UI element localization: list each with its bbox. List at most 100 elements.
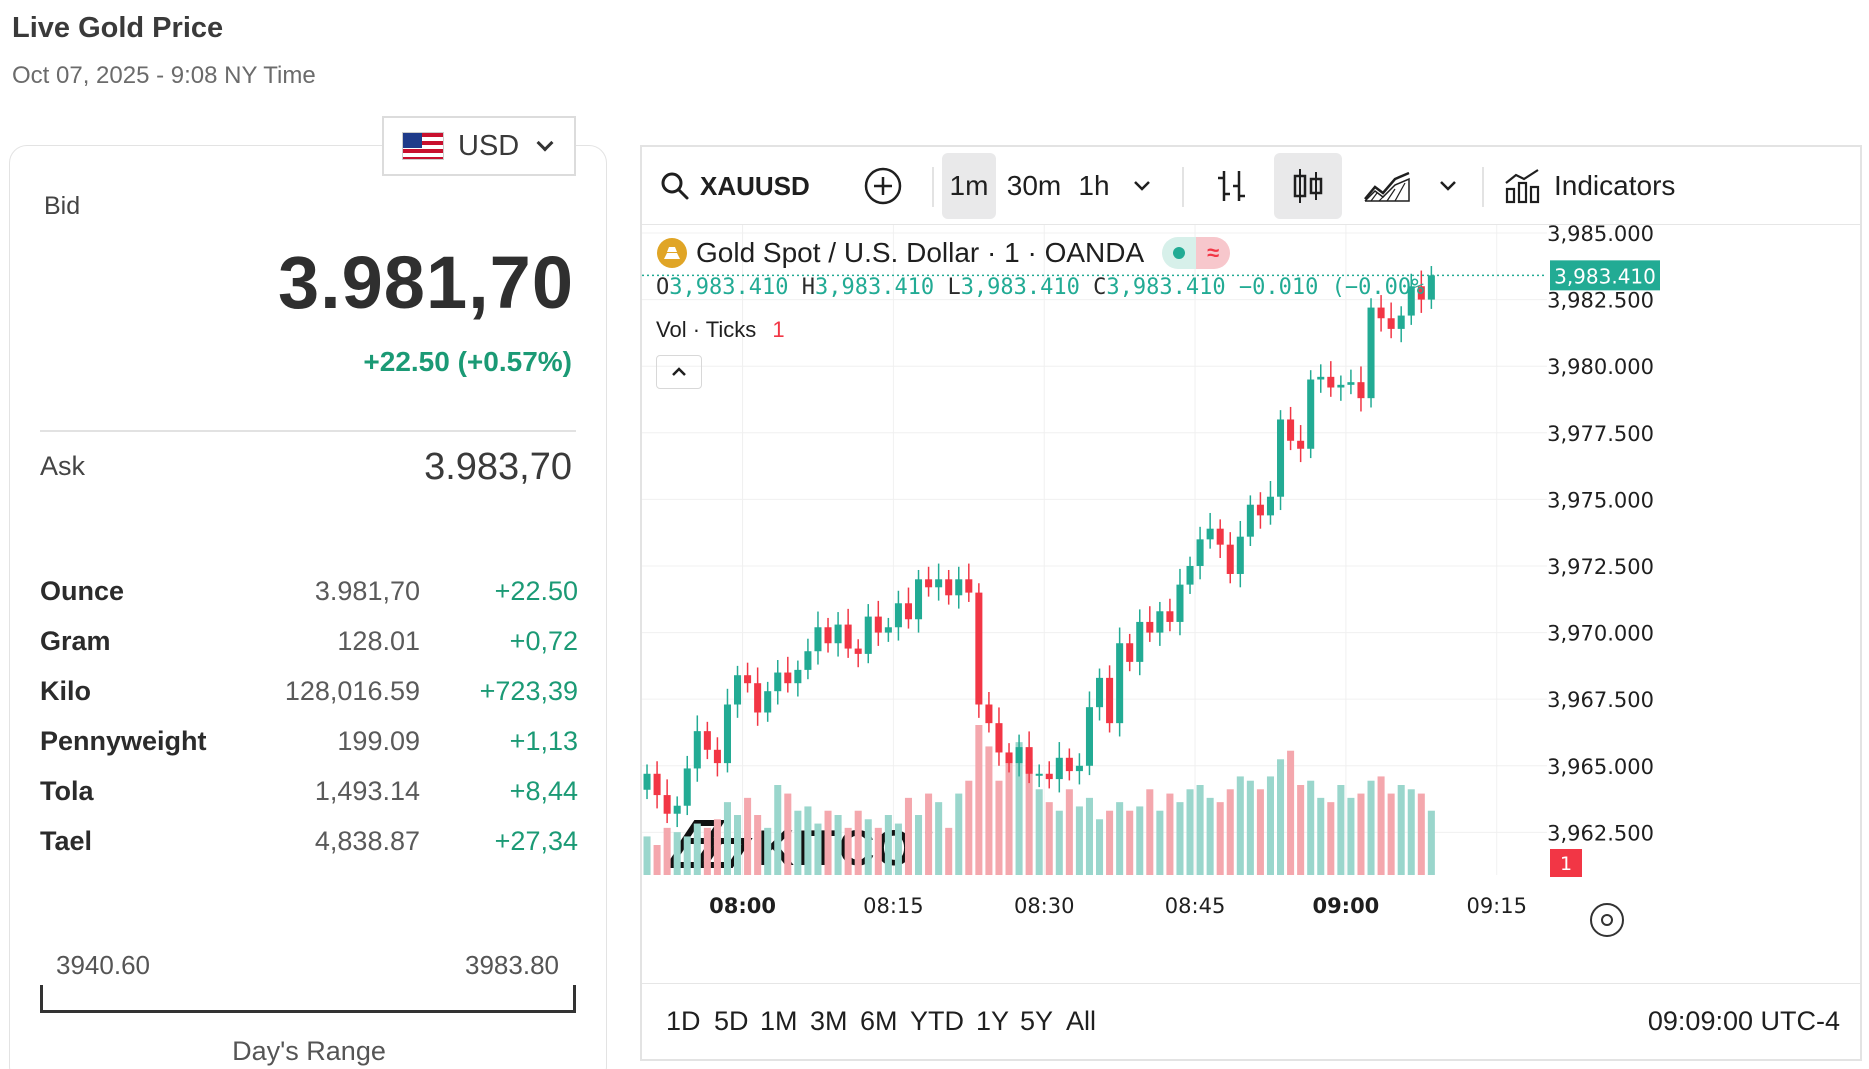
candle-body (904, 603, 912, 620)
candle-body (1176, 584, 1184, 622)
volume-bar (804, 806, 812, 875)
bid-change: +22.50 (+0.57%) (363, 346, 572, 377)
volume-label: Vol · Ticks (656, 317, 757, 342)
range-high: 3983.80 (465, 950, 559, 980)
unit-name: Gram (40, 626, 111, 656)
volume-bar (1126, 810, 1134, 875)
divider (40, 430, 576, 432)
candlestick-icon (1293, 169, 1323, 203)
volume-bar (1367, 780, 1375, 875)
symbol-label: XAUUSD (700, 170, 810, 201)
chart-toolbar: XAUUSD 1m 30m 1h (642, 147, 1860, 225)
interval-dropdown[interactable] (1122, 153, 1162, 219)
candle-body (1106, 677, 1114, 724)
candle-body (1407, 286, 1415, 316)
volume-bar (1176, 802, 1184, 875)
period-ytd[interactable]: YTD (910, 1006, 964, 1036)
bar-chart-style-button[interactable] (1210, 153, 1254, 219)
period-1m[interactable]: 1M (760, 1006, 798, 1036)
period-bar: 1D 5D 1M 3M 6M YTD 1Y 5Y All 09:09:00 UT… (642, 983, 1860, 1063)
interval-1m[interactable]: 1m (942, 153, 996, 219)
candle-body (683, 768, 691, 806)
candle-body (1417, 286, 1425, 300)
candle-chart-style-button[interactable] (1274, 153, 1342, 219)
volume-bar (1216, 802, 1224, 875)
candle-body (894, 603, 902, 628)
candle-body (754, 683, 762, 713)
candle-body (1166, 611, 1174, 622)
volume-bar (1236, 776, 1244, 875)
candle-body (814, 627, 822, 652)
candle-body (804, 651, 812, 670)
candle-body (1297, 440, 1305, 449)
unit-row: Gram 128.01 +0,72 (40, 620, 578, 670)
candle-body (834, 624, 842, 644)
bid-label: Bid (44, 192, 81, 220)
volume-bar (683, 836, 691, 875)
candle-body (764, 691, 772, 713)
candle-body (1126, 643, 1134, 662)
volume-bar (1085, 797, 1093, 875)
compare-button[interactable] (858, 153, 908, 219)
volume-bar (1206, 797, 1214, 875)
volume-bar (814, 823, 822, 875)
volume-bar (1116, 802, 1124, 875)
volume-bar (673, 832, 681, 875)
last-price-badge (1550, 260, 1660, 291)
period-3m[interactable]: 3M (810, 1006, 848, 1036)
settings-gear-button[interactable] (1590, 903, 1624, 937)
x-tick-label: 09:15 (1466, 894, 1527, 918)
volume-bar (1347, 797, 1355, 875)
unit-row: Pennyweight 199.09 +1,13 (40, 720, 578, 770)
candle-body (1377, 307, 1385, 319)
price-card (9, 145, 607, 1069)
area-chart-style-button[interactable] (1360, 153, 1414, 219)
volume-bar (1256, 789, 1264, 875)
us-flag-icon (402, 132, 444, 160)
interval-1h[interactable]: 1h (1078, 170, 1110, 201)
plus-circle-icon (864, 167, 902, 205)
candle-body (1317, 376, 1325, 380)
volume-legend: Vol · Ticks 1 (656, 317, 785, 343)
legend-title: Gold Spot / U.S. Dollar · 1 · OANDA (696, 237, 1145, 268)
period-1d[interactable]: 1D (666, 1006, 701, 1036)
chart-style-dropdown[interactable] (1428, 153, 1468, 219)
period-6m[interactable]: 6M (860, 1006, 898, 1036)
market-status-pill[interactable]: ≈ (1162, 237, 1231, 269)
period-5d[interactable]: 5D (714, 1006, 749, 1036)
volume-bar (1146, 789, 1154, 875)
candle-body (643, 773, 651, 790)
unit-change: +0,72 (509, 626, 578, 656)
y-tick-label: 3,975.000 (1547, 488, 1654, 512)
candle-body (1327, 376, 1335, 388)
symbol-search[interactable]: XAUUSD (660, 153, 810, 219)
candle-body (734, 675, 742, 705)
candle-body (925, 579, 933, 588)
volume-bar (643, 836, 651, 875)
candle-body (854, 648, 862, 654)
page-subtitle: Oct 07, 2025 - 9:08 NY Time (12, 62, 316, 89)
period-all[interactable]: All (1066, 1006, 1097, 1036)
page-title: Live Gold Price (12, 12, 224, 44)
x-tick-label: 08:15 (863, 894, 924, 918)
candle-body (1116, 643, 1124, 724)
volume-bar (754, 815, 762, 875)
candle-body (1236, 536, 1244, 574)
interval-30m[interactable]: 30m (1006, 170, 1062, 201)
y-tick-label: 3,982.500 (1547, 289, 1654, 313)
period-1y[interactable]: 1Y (976, 1006, 1010, 1036)
candle-body (1015, 747, 1023, 764)
period-5y[interactable]: 5Y (1020, 1006, 1054, 1036)
volume-bar (1337, 785, 1345, 875)
volume-bar (1297, 785, 1305, 875)
collapse-legend-button[interactable] (656, 355, 702, 389)
chevron-down-icon (536, 134, 554, 152)
area-chart-icon (1364, 171, 1410, 202)
indicators-button[interactable]: Indicators (1504, 153, 1704, 219)
volume-bar (703, 827, 711, 875)
approx-icon: ≈ (1196, 237, 1231, 269)
currency-selector[interactable]: USD (382, 116, 576, 176)
unit-name: Kilo (40, 676, 91, 706)
unit-change: +22.50 (494, 576, 578, 606)
unit-price: 128,016.59 (284, 676, 420, 706)
